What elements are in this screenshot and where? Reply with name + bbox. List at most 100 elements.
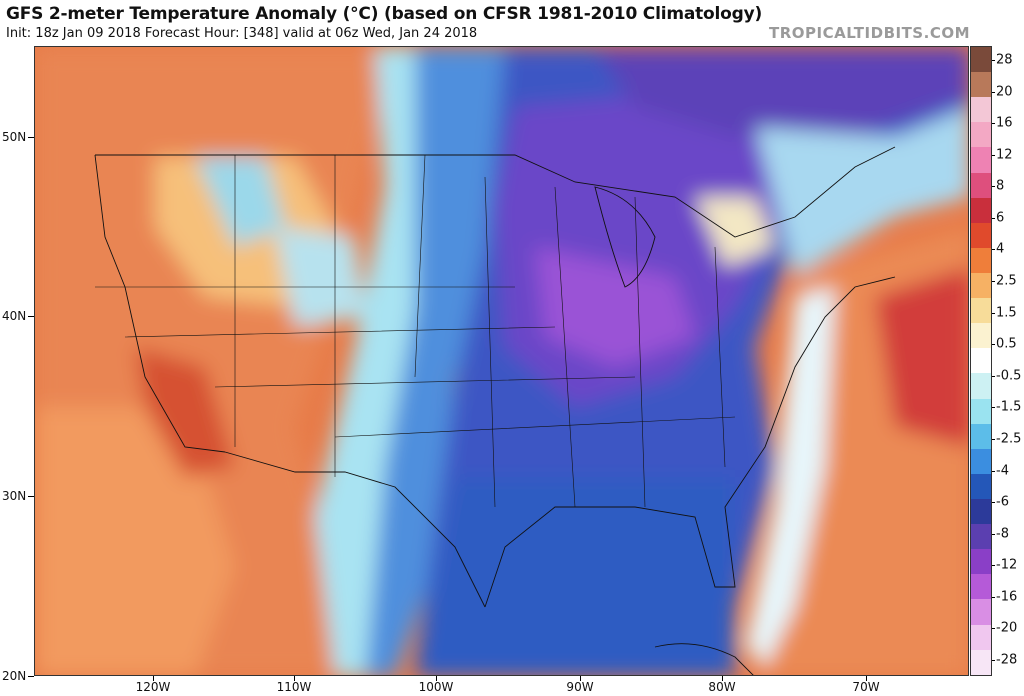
us-mexico-border (224, 451, 486, 608)
lat-tick (28, 676, 34, 677)
colorbar-tick (992, 407, 995, 409)
colorbar-swatch (971, 549, 991, 575)
lon-label-70w: 70W (852, 680, 880, 694)
west-coast-outline (94, 154, 226, 453)
colorbar-tick (992, 533, 995, 535)
great-lakes-outline (594, 186, 656, 288)
colorbar-swatch (971, 247, 991, 273)
colorbar-label: -20 (996, 620, 1018, 636)
colorbar-swatch (971, 423, 991, 449)
colorbar-label: -8 (996, 526, 1009, 542)
lon-label-100w: 100W (418, 680, 454, 694)
deep-cold-core (535, 247, 695, 367)
colorbar-swatch (971, 197, 991, 223)
colorbar-tick (992, 470, 995, 472)
lon-tick (722, 676, 723, 681)
colorbar-swatch (971, 498, 991, 525)
colorbar-swatch (971, 624, 991, 650)
colorbar-tick (992, 249, 995, 251)
colorbar-label: 6 (996, 210, 1005, 226)
colorbar-tick (992, 438, 995, 440)
colorbar-tick (992, 565, 995, 567)
colorbar-label: 0.5 (996, 336, 1017, 352)
colorbar-tick (992, 660, 995, 661)
cuba-outline (654, 643, 754, 675)
colorbar-swatch (971, 574, 991, 600)
colorbar-tick (992, 217, 995, 219)
colorbar-swatch (971, 348, 991, 374)
forecast-subtitle: Init: 18z Jan 09 2018 Forecast Hour: [34… (6, 26, 478, 41)
gulf-atlantic-coast (484, 276, 896, 608)
lon-label-80w: 80W (708, 680, 736, 694)
idaho-cool-patch (195, 157, 285, 247)
colorbar-tick (992, 154, 995, 156)
lat-tick (28, 496, 34, 497)
ontario-warm-patch (695, 197, 775, 267)
colorbar-swatch (971, 172, 991, 198)
lon-tick (866, 676, 867, 681)
site-credit: TROPICALTIDBITS.COM (769, 24, 970, 42)
colorbar-swatch (971, 473, 991, 499)
lat-label-30n: 30N (2, 489, 27, 503)
colorbar-label: -2.5 (996, 431, 1022, 447)
colorbar-swatch (971, 298, 991, 324)
colorbar-label: -28 (996, 652, 1018, 668)
state-lines-vertical (234, 154, 726, 508)
colorbar-tick (992, 312, 995, 314)
colorbar-swatch (971, 97, 991, 123)
lon-tick (153, 676, 154, 681)
colorbar-swatch (971, 47, 991, 73)
colorbar-tick (992, 60, 995, 61)
gulf-stream-edge (745, 287, 835, 667)
colorbar-tick (992, 91, 995, 93)
colorbar-swatch (971, 524, 991, 550)
colorbar-tick (992, 123, 995, 125)
colorbar-tick (992, 596, 995, 598)
chart-title: GFS 2-meter Temperature Anomaly (°C) (ba… (6, 4, 763, 24)
colorbar-label: 20 (996, 84, 1013, 100)
lat-label-50n: 50N (2, 130, 27, 144)
lon-tick (294, 676, 295, 681)
colorbar-tick (992, 281, 995, 283)
state-lines-horizontal (95, 286, 736, 438)
map-svg (35, 47, 968, 675)
colorbar (970, 46, 992, 676)
colorbar-label: -4 (996, 463, 1009, 479)
colorbar-label: -16 (996, 589, 1018, 605)
colorbar-label: 1.5 (996, 305, 1017, 321)
colorbar-swatch (971, 147, 991, 173)
colorbar-swatch (971, 222, 991, 248)
lat-tick (28, 316, 34, 317)
lon-label-90w: 90W (566, 680, 594, 694)
lat-label-40n: 40N (2, 309, 27, 323)
colorbar-swatch (971, 398, 991, 424)
colorbar-swatch (971, 599, 991, 625)
colorbar-swatch (971, 122, 991, 148)
colorbar-label: -6 (996, 494, 1009, 510)
colorado-cool-patch (275, 227, 365, 327)
lon-label-120w: 120W (135, 680, 171, 694)
colorbar-label: 4 (996, 241, 1005, 257)
southwest-warm-core (135, 347, 235, 477)
lat-label-20n: 20N (2, 669, 27, 683)
colorbar-tick (992, 344, 995, 346)
colorbar-label: -12 (996, 557, 1018, 573)
colorbar-swatch (971, 448, 991, 474)
us-canada-border (95, 146, 896, 238)
colorbar-tick (992, 186, 995, 188)
colorbar-label: 28 (996, 52, 1013, 68)
colorbar-swatch (971, 649, 991, 675)
colorbar-tick (992, 628, 995, 630)
lon-tick (436, 676, 437, 681)
colorbar-swatch (971, 323, 991, 349)
colorbar-swatch (971, 72, 991, 98)
colorbar-swatch (971, 373, 991, 399)
colorbar-label: -1.5 (996, 399, 1022, 415)
colorbar-swatch (971, 272, 991, 299)
canada-cold-region (595, 47, 968, 137)
boundaries (94, 146, 896, 675)
lon-tick (580, 676, 581, 681)
colorbar-label: 12 (996, 147, 1013, 163)
quebec-cool-band (755, 107, 968, 277)
anomaly-map (34, 46, 969, 676)
